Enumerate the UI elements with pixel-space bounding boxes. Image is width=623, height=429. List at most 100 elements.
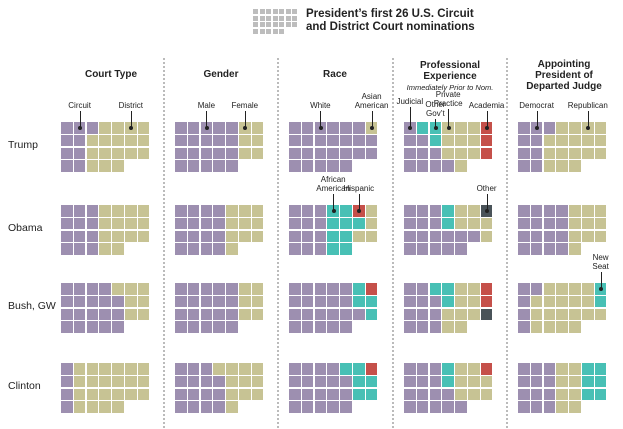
waffle-cell <box>594 230 607 243</box>
waffle-cell <box>86 217 99 230</box>
row-label-bush-gw: Bush, GW <box>8 300 56 312</box>
waffle-cell <box>530 375 543 388</box>
waffle-cell <box>61 217 73 230</box>
annotation-label: Academia <box>468 101 505 110</box>
waffle-cell <box>175 295 187 308</box>
waffle-cell <box>289 160 301 172</box>
waffle-cell <box>480 295 493 308</box>
waffle-cell <box>112 295 124 308</box>
waffle-cell <box>112 363 124 375</box>
waffle-cell <box>480 230 493 243</box>
waffle-cell <box>226 283 238 295</box>
waffle-cell <box>429 217 442 230</box>
waffle-cell <box>518 217 530 230</box>
waffle-cell <box>61 375 73 388</box>
waffle-cell <box>416 205 429 217</box>
waffle-cell <box>125 308 137 321</box>
waffle-cell <box>239 205 251 217</box>
annotation-label: New Seat <box>592 253 609 271</box>
annotation-pointer <box>409 107 411 128</box>
column-header: Race <box>278 69 392 80</box>
waffle-cell <box>187 217 200 230</box>
waffle-cell <box>569 283 581 295</box>
waffle-cell <box>251 217 264 230</box>
waffle-cell <box>289 147 301 160</box>
waffle-cell <box>518 205 530 217</box>
waffle-cell <box>594 363 607 375</box>
waffle-cell <box>468 308 480 321</box>
waffle-cell <box>73 243 86 255</box>
title-icon-cell <box>266 22 271 27</box>
waffle-cell <box>200 321 213 333</box>
waffle-cell <box>125 283 137 295</box>
waffle-cell <box>301 122 314 134</box>
waffle-cell <box>442 295 454 308</box>
title-icon-cell <box>253 9 258 14</box>
column-subtitle: Immediately Prior to Nom. <box>406 83 494 92</box>
title-line-1: President’s first 26 U.S. Circuit <box>306 8 474 20</box>
waffle-cell <box>556 230 568 243</box>
waffle-cell <box>86 295 99 308</box>
waffle-cell <box>530 230 543 243</box>
waffle-cell <box>99 134 111 147</box>
column-divider <box>506 58 508 428</box>
waffle-cell <box>543 122 556 134</box>
waffle-cell <box>569 230 581 243</box>
waffle-cell <box>187 160 200 172</box>
title-icon-cell <box>259 9 265 14</box>
waffle-cell <box>340 217 352 230</box>
waffle-cell <box>442 160 454 172</box>
waffle-cell <box>543 205 556 217</box>
waffle-cell <box>137 147 150 160</box>
waffle-cell <box>543 375 556 388</box>
title-icon-cell <box>253 22 258 27</box>
waffle-cell <box>175 388 187 401</box>
waffle-cell <box>404 283 416 295</box>
waffle-cell <box>112 321 124 333</box>
waffle-cell <box>226 375 238 388</box>
waffle-cell <box>569 243 581 255</box>
waffle-cell <box>582 308 594 321</box>
waffle-cell <box>86 401 99 413</box>
waffle-cell <box>226 243 238 255</box>
waffle-cell <box>556 363 568 375</box>
annotation-label: Private Practice <box>433 90 463 108</box>
waffle-cell <box>226 134 238 147</box>
waffle-cell <box>289 134 301 147</box>
waffle-cell <box>365 295 378 308</box>
title-icon-cell <box>272 22 278 27</box>
waffle-cell <box>556 375 568 388</box>
waffle-cell <box>187 243 200 255</box>
waffle-cell <box>187 295 200 308</box>
waffle-cell <box>455 295 467 308</box>
annotation-label: Judicial <box>396 97 424 106</box>
waffle-cell <box>125 134 137 147</box>
waffle-cell <box>442 283 454 295</box>
waffle-cell <box>442 308 454 321</box>
waffle-cell <box>327 147 339 160</box>
annotation-dot <box>485 208 490 213</box>
waffle-cell <box>200 308 213 321</box>
waffle-cell <box>365 205 378 217</box>
waffle-cell <box>569 375 581 388</box>
waffle-cell <box>187 147 200 160</box>
waffle-cell <box>594 388 607 401</box>
waffle-cell <box>530 388 543 401</box>
waffle-cell <box>480 388 493 401</box>
waffle-cell <box>301 134 314 147</box>
waffle-cell <box>543 295 556 308</box>
waffle-cell <box>582 363 594 375</box>
annotation-pointer <box>333 194 335 211</box>
waffle-cell <box>289 230 301 243</box>
waffle-cell <box>61 308 73 321</box>
annotation-dot <box>331 208 336 213</box>
waffle-cell <box>112 283 124 295</box>
waffle-cell <box>187 122 200 134</box>
waffle-cell <box>73 134 86 147</box>
waffle-cell <box>429 134 442 147</box>
waffle-cell <box>480 308 493 321</box>
waffle-cell <box>301 321 314 333</box>
waffle-cell <box>73 363 86 375</box>
waffle-cell <box>314 283 327 295</box>
waffle-cell <box>518 283 530 295</box>
